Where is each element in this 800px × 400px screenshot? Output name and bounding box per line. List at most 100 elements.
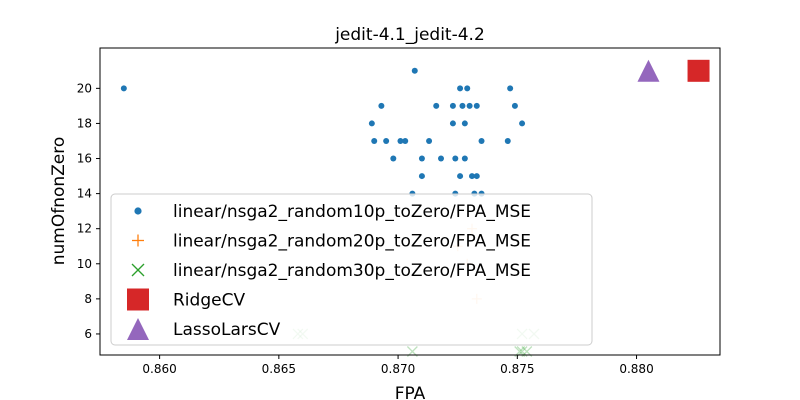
marker-dot — [433, 102, 440, 109]
data-point-s0-4 — [507, 85, 514, 92]
x-tick-label: 0.870 — [381, 362, 415, 376]
legend-label: linear/nsga2_random30p_toZero/FPA_MSE — [173, 261, 531, 281]
x-tick-label: 0.865 — [262, 362, 296, 376]
marker-dot — [418, 173, 425, 180]
data-point-s0-12 — [368, 120, 375, 127]
marker-dot — [461, 120, 468, 127]
marker-dot — [457, 85, 464, 92]
marker-dot — [464, 85, 471, 92]
data-point-s0-8 — [459, 102, 466, 109]
marker-square — [687, 59, 710, 82]
marker-dot — [459, 102, 466, 109]
data-point-s0-3 — [464, 85, 471, 92]
data-point-s0-28 — [418, 173, 425, 180]
legend-marker-3 — [127, 288, 149, 311]
legend-marker-1 — [132, 234, 144, 247]
y-tick-label: 16 — [77, 152, 92, 166]
marker-square — [127, 288, 149, 311]
marker-dot — [134, 207, 142, 215]
legend-marker-4 — [127, 318, 149, 340]
marker-dot — [383, 137, 390, 144]
marker-dot — [504, 137, 511, 144]
data-point-s0-18 — [397, 137, 404, 144]
legend-marker-2 — [131, 263, 145, 277]
data-point-s0-23 — [390, 155, 397, 162]
data-point-s0-16 — [371, 137, 378, 144]
data-point-s0-27 — [461, 155, 468, 162]
data-point-s0-14 — [461, 120, 468, 127]
marker-dot — [457, 173, 464, 180]
marker-dot — [449, 102, 456, 109]
data-point-s0-31 — [473, 173, 480, 180]
x-axis: 0.860 0.865 0.870 0.875 0.880 — [142, 355, 654, 376]
data-point-s0-2 — [457, 85, 464, 92]
legend: linear/nsga2_random10p_toZero/FPA_MSElin… — [110, 193, 593, 346]
marker-triangle — [637, 59, 660, 82]
y-tick-label: 8 — [84, 292, 92, 306]
data-point-s0-29 — [457, 173, 464, 180]
y-axis: 6 8 10 12 14 16 18 20 — [77, 81, 100, 341]
marker-dot — [473, 173, 480, 180]
data-point-s0-7 — [449, 102, 456, 109]
data-point-s0-30 — [469, 173, 475, 180]
legend-label: LassoLarsCV — [173, 320, 281, 340]
legend-label: linear/nsga2_random10p_toZero/FPA_MSE — [173, 202, 531, 222]
legend-label: RidgeCV — [173, 291, 245, 311]
y-tick-label: 10 — [77, 257, 92, 271]
marker-dot — [411, 67, 418, 74]
y-tick-label: 12 — [77, 222, 92, 236]
legend-label: linear/nsga2_random20p_toZero/FPA_MSE — [173, 232, 531, 252]
marker-dot — [438, 155, 444, 162]
chart-title: jedit-4.1_jedit-4.2 — [334, 25, 485, 45]
data-point-s4-0 — [637, 59, 660, 82]
x-axis-label: FPA — [395, 384, 426, 400]
marker-dot — [120, 85, 127, 92]
y-tick-label: 18 — [77, 116, 92, 130]
marker-dot — [402, 137, 409, 144]
marker-x-b — [131, 263, 145, 277]
data-point-s0-6 — [433, 102, 440, 109]
marker-dot — [466, 102, 473, 109]
data-point-s0-25 — [438, 155, 444, 162]
marker-dot — [473, 102, 480, 109]
data-point-s0-20 — [426, 137, 433, 144]
data-point-s0-19 — [402, 137, 409, 144]
marker-dot — [397, 137, 404, 144]
data-point-s0-1 — [411, 67, 418, 74]
data-point-s0-21 — [478, 137, 485, 144]
marker-dot — [478, 137, 485, 144]
data-point-s0-17 — [383, 137, 390, 144]
legend-marker-0 — [134, 207, 142, 215]
marker-dot — [449, 120, 456, 127]
data-point-s0-0 — [120, 85, 127, 92]
plot-frame — [99, 47, 721, 356]
legend-items: linear/nsga2_random10p_toZero/FPA_MSElin… — [127, 202, 531, 340]
y-tick-label: 14 — [77, 187, 92, 201]
data-point-s0-15 — [519, 120, 526, 127]
marker-dot — [507, 85, 514, 92]
data-point-s0-9 — [466, 102, 473, 109]
marker-dot — [418, 155, 425, 162]
marker-dot — [469, 173, 475, 180]
y-tick-label: 20 — [77, 81, 92, 95]
data-point-s0-26 — [452, 155, 459, 162]
data-point-s0-10 — [473, 102, 480, 109]
x-tick-label: 0.880 — [619, 362, 653, 376]
x-tick-label: 0.860 — [142, 362, 176, 376]
data-point-s0-5 — [378, 102, 385, 109]
data-point-s3-0 — [687, 59, 710, 82]
legend-frame — [110, 193, 593, 346]
marker-dot — [511, 102, 518, 109]
y-tick-label: 6 — [84, 327, 92, 341]
y-axis-label: numOfnonZero — [49, 137, 69, 266]
marker-dot — [371, 137, 378, 144]
marker-dot — [368, 120, 375, 127]
data-point-s0-24 — [418, 155, 425, 162]
marker-triangle — [127, 318, 149, 340]
marker-dot — [390, 155, 397, 162]
marker-dot — [461, 155, 468, 162]
data-point-s0-11 — [511, 102, 518, 109]
data-point-s0-22 — [504, 137, 511, 144]
marker-dot — [519, 120, 526, 127]
